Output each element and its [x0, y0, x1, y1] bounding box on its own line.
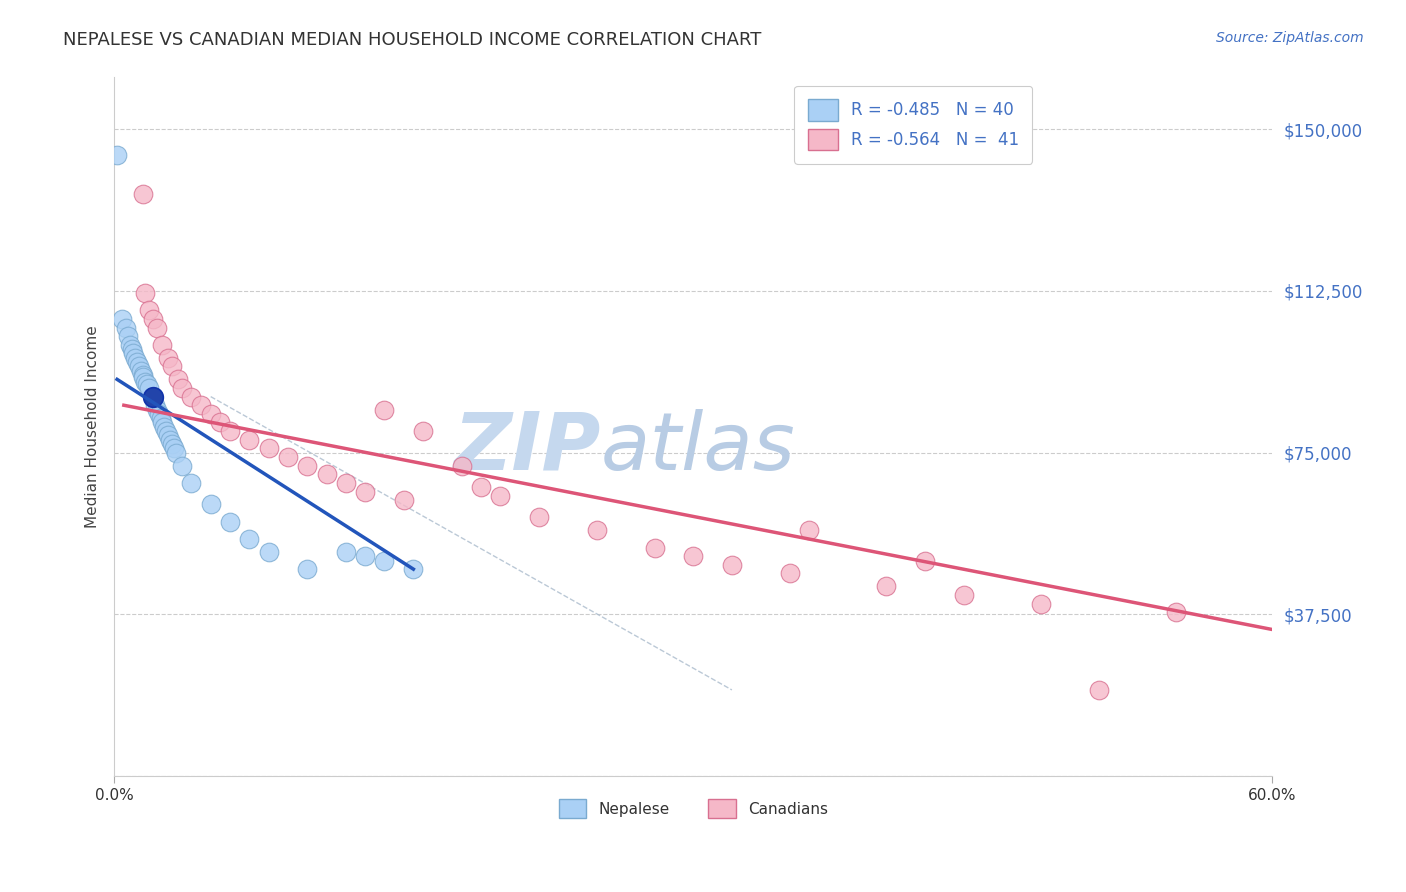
Point	[145, 402, 167, 417]
Point	[180, 390, 202, 404]
Point	[105, 148, 128, 162]
Point	[373, 553, 395, 567]
Point	[148, 407, 170, 421]
Point	[142, 312, 165, 326]
Point	[875, 579, 897, 593]
Point	[132, 368, 155, 382]
Point	[180, 475, 202, 490]
Point	[412, 424, 434, 438]
Point	[149, 411, 172, 425]
Point	[121, 342, 143, 356]
Point	[143, 398, 166, 412]
Point	[111, 312, 134, 326]
Point	[238, 532, 260, 546]
Point	[335, 545, 357, 559]
Point	[392, 493, 415, 508]
Point	[136, 376, 159, 391]
Point	[170, 458, 193, 473]
Point	[914, 553, 936, 567]
Point	[163, 442, 186, 456]
Point	[157, 428, 180, 442]
Point	[682, 549, 704, 564]
Point	[527, 510, 550, 524]
Point	[155, 424, 177, 438]
Point	[257, 442, 280, 456]
Point	[157, 351, 180, 365]
Point	[114, 320, 136, 334]
Point	[142, 390, 165, 404]
Point	[117, 329, 139, 343]
Point	[1087, 682, 1109, 697]
Point	[238, 433, 260, 447]
Point	[354, 549, 377, 564]
Point	[128, 359, 150, 374]
Point	[142, 390, 165, 404]
Point	[124, 351, 146, 365]
Point	[335, 475, 357, 490]
Point	[152, 416, 174, 430]
Point	[152, 338, 174, 352]
Point	[153, 419, 176, 434]
Legend: Nepalese, Canadians: Nepalese, Canadians	[553, 793, 834, 824]
Point	[167, 372, 190, 386]
Point	[129, 364, 152, 378]
Point	[489, 489, 512, 503]
Point	[160, 359, 183, 374]
Point	[132, 370, 155, 384]
Point	[127, 355, 149, 369]
Point	[138, 381, 160, 395]
Point	[779, 566, 801, 581]
Point	[122, 346, 145, 360]
Point	[277, 450, 299, 464]
Point	[721, 558, 744, 572]
Point	[160, 437, 183, 451]
Point	[170, 381, 193, 395]
Point	[297, 562, 319, 576]
Point	[354, 484, 377, 499]
Point	[1029, 597, 1052, 611]
Point	[402, 562, 425, 576]
Point	[200, 498, 222, 512]
Point	[200, 407, 222, 421]
Point	[373, 402, 395, 417]
Point	[1164, 605, 1187, 619]
Point	[219, 424, 242, 438]
Point	[118, 338, 141, 352]
Point	[219, 515, 242, 529]
Text: atlas: atlas	[600, 409, 796, 487]
Text: Source: ZipAtlas.com: Source: ZipAtlas.com	[1216, 31, 1364, 45]
Point	[159, 433, 181, 447]
Point	[134, 375, 156, 389]
Point	[134, 286, 156, 301]
Point	[209, 416, 232, 430]
Point	[450, 458, 472, 473]
Point	[132, 186, 155, 201]
Point	[315, 467, 337, 482]
Y-axis label: Median Household Income: Median Household Income	[86, 326, 100, 528]
Point	[952, 588, 974, 602]
Point	[470, 480, 492, 494]
Point	[145, 320, 167, 334]
Point	[644, 541, 666, 555]
Text: ZIP: ZIP	[453, 409, 600, 487]
Point	[190, 398, 212, 412]
Text: NEPALESE VS CANADIAN MEDIAN HOUSEHOLD INCOME CORRELATION CHART: NEPALESE VS CANADIAN MEDIAN HOUSEHOLD IN…	[63, 31, 762, 49]
Point	[297, 458, 319, 473]
Point	[138, 303, 160, 318]
Point	[585, 524, 607, 538]
Point	[797, 524, 820, 538]
Point	[257, 545, 280, 559]
Point	[165, 445, 187, 459]
